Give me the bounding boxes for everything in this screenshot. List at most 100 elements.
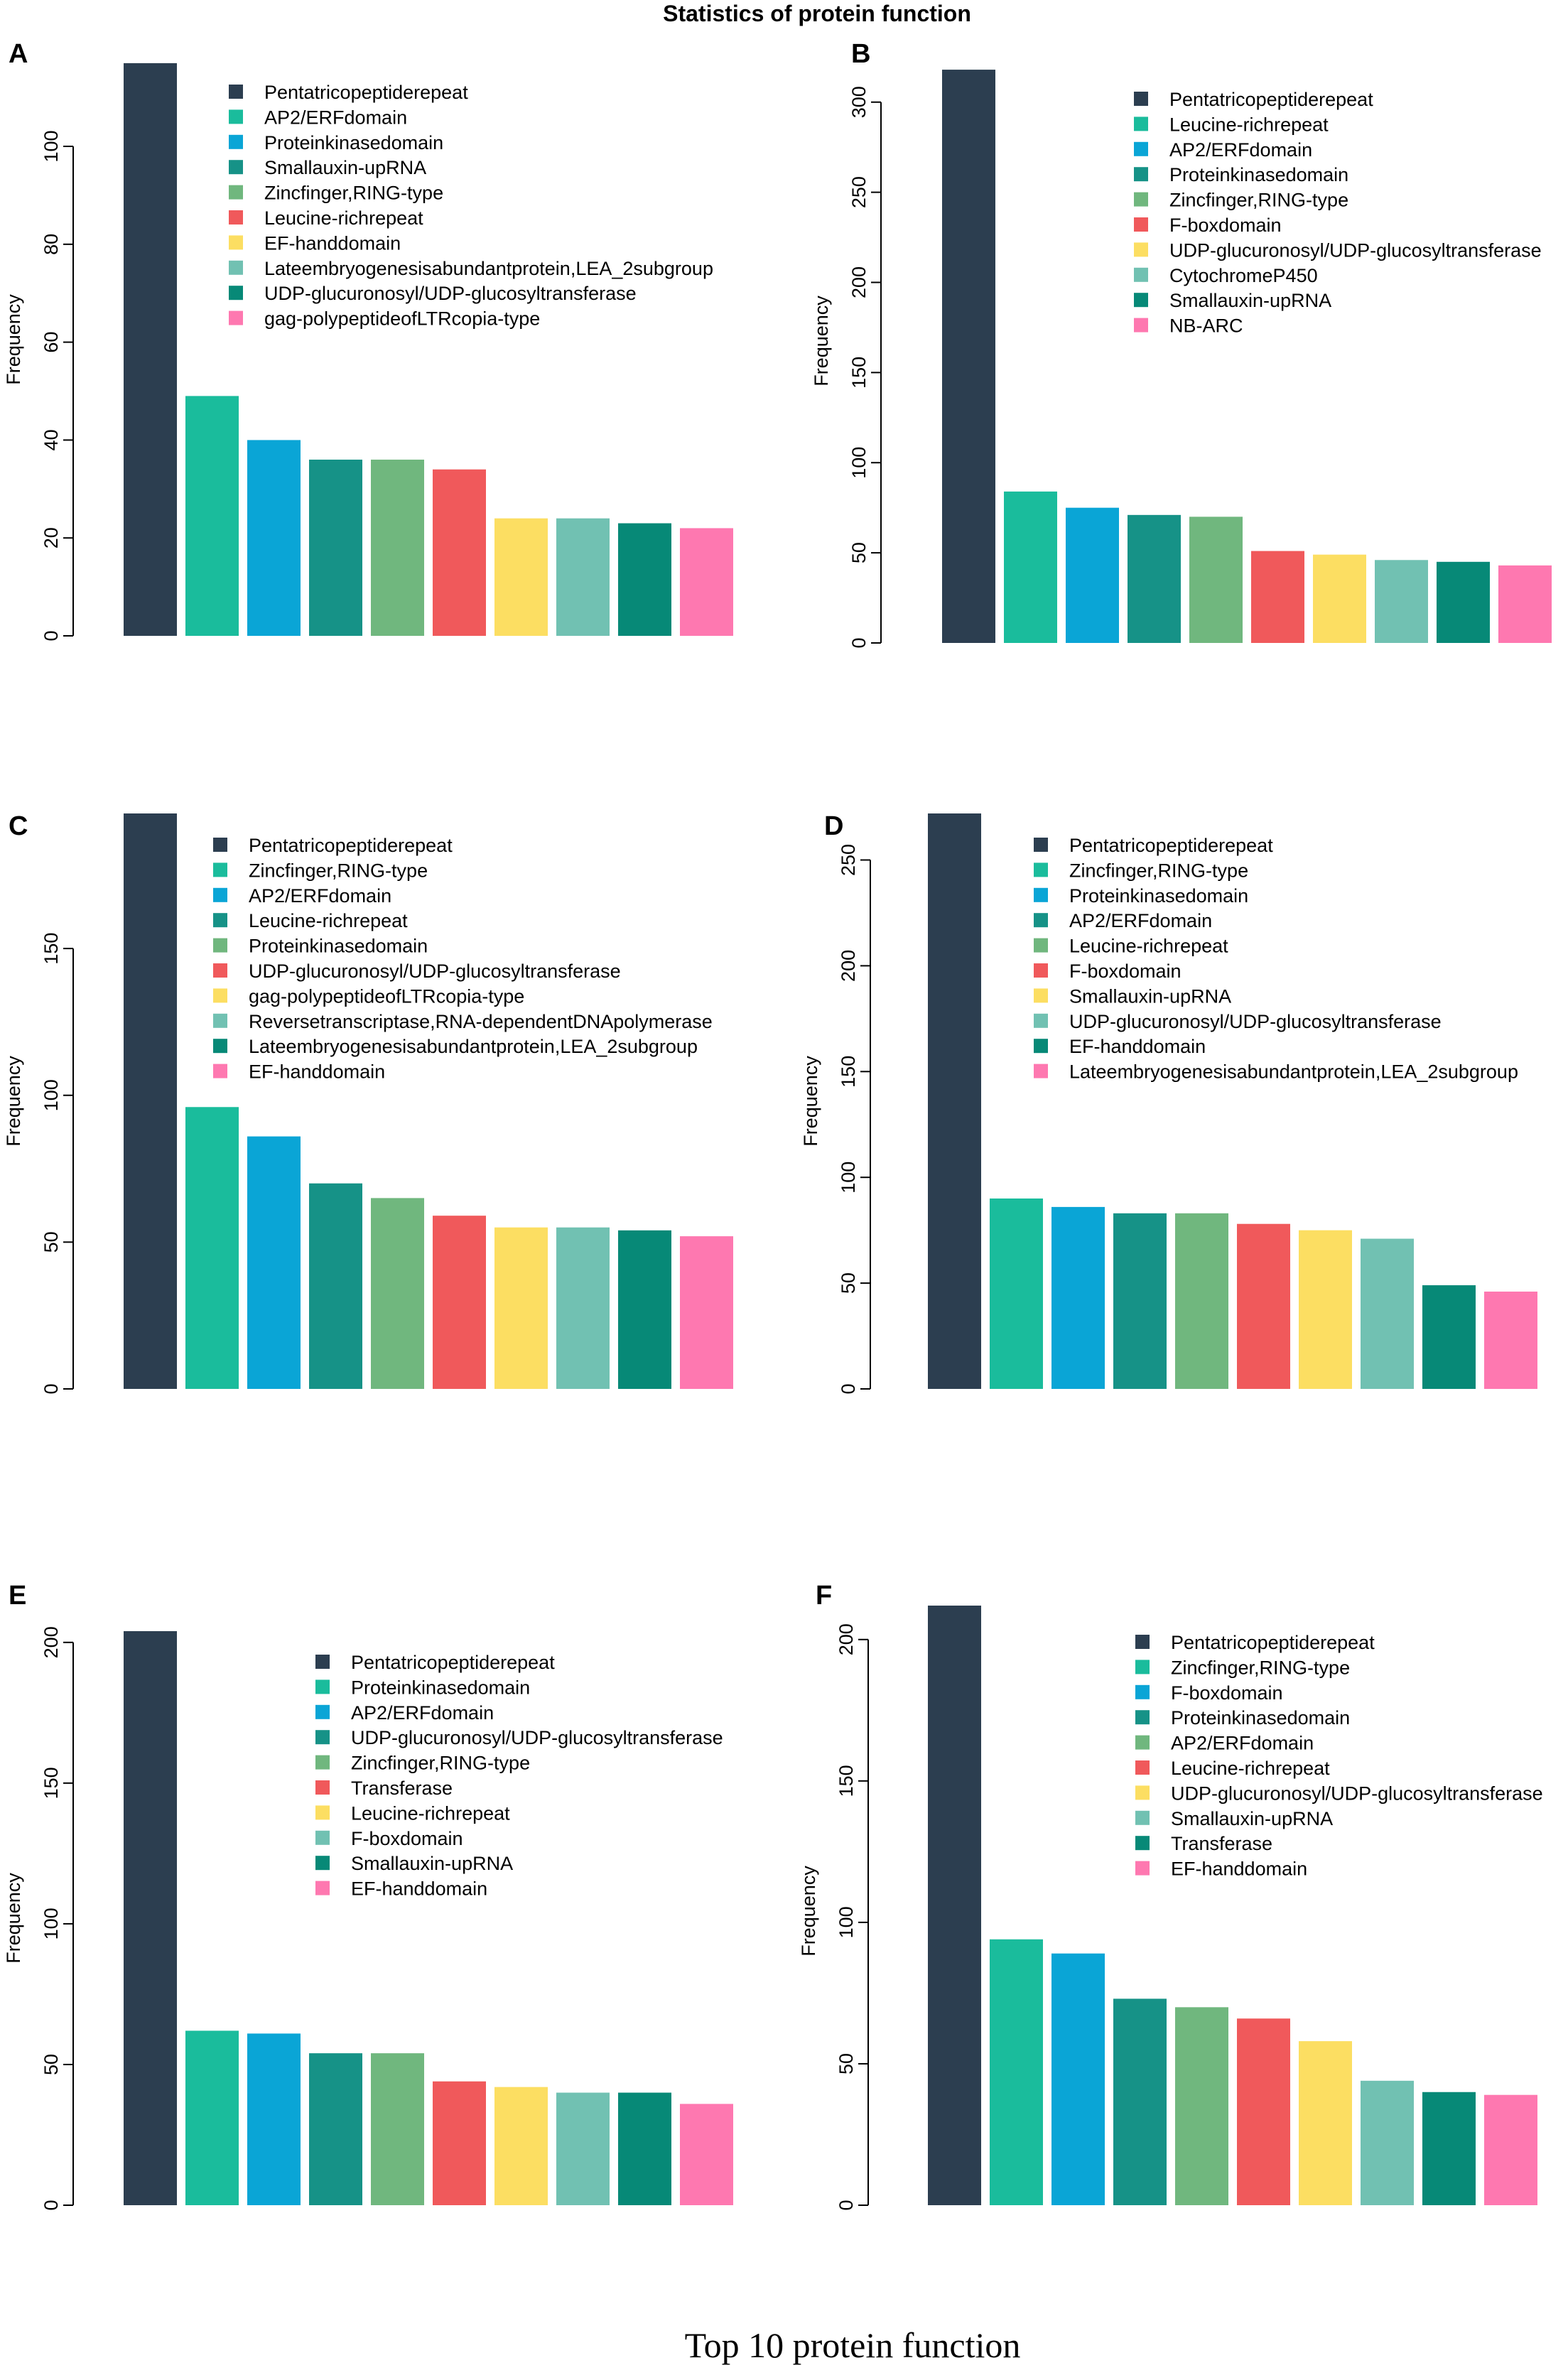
legend-label: gag-polypeptideofLTRcopia-type [249,985,524,1007]
legend-label: Zincfinger,RING-type [1069,860,1248,881]
legend-swatch [1034,1064,1048,1078]
panel-label: F [816,1581,832,1611]
legend-swatch [1135,1836,1150,1851]
bar-4 [309,459,362,636]
legend-label: Zincfinger,RING-type [249,860,428,881]
y-tick-label: 150 [838,1056,859,1088]
legend-label: F-boxdomain [1171,1682,1283,1704]
legend-label: EF-handdomain [351,1878,487,1900]
y-tick-label: 150 [40,1767,62,1799]
y-tick-label: 200 [848,266,870,298]
bar-5 [1175,2007,1228,2205]
legend-swatch [315,1655,330,1669]
y-tick-label: 300 [848,86,870,118]
bar-2 [185,1107,239,1389]
legend-swatch [1134,192,1148,207]
bar-1 [124,63,177,636]
y-axis-title: Frequency [800,1056,821,1147]
legend-swatch [229,210,243,224]
bar-8 [1361,1238,1414,1389]
y-tick-label: 100 [40,1908,62,1940]
legend-label: Transferase [351,1778,453,1799]
legend-swatch [229,286,243,301]
y-tick-label: 60 [40,332,62,353]
panel-f: F 0 50 100 150 200 Frequency Pentatricopeptider… [798,1581,1543,2211]
y-tick-label: 200 [838,950,859,982]
legend-swatch [1135,1861,1150,1876]
legend-label: AP2/ERFdomain [1171,1733,1314,1754]
legend-label: UDP-glucuronosyl/UDP-glucosyltransferase [1171,1782,1543,1804]
legend-label: UDP-glucuronosyl/UDP-glucosyltransferase [1069,1011,1442,1032]
legend-swatch [315,1755,330,1770]
y-tick-label: 100 [836,1906,857,1938]
legend-swatch [1134,92,1148,106]
bar-2 [990,1939,1043,2205]
bar-3 [1051,1953,1105,2205]
legend-label: Proteinkinasedomain [1069,885,1248,907]
bar-7 [1299,2041,1352,2205]
legend-label: F-boxdomain [1069,961,1182,982]
figure-caption: Top 10 protein function [685,2325,1021,2365]
panel-label: A [9,39,28,69]
legend-swatch [1034,988,1048,1003]
bar-9 [1422,2092,1476,2205]
legend-swatch [1135,1735,1150,1750]
bar-9 [1437,561,1490,643]
y-tick-label: 0 [40,630,62,641]
bar-5 [1175,1213,1228,1389]
legend-swatch [1034,862,1048,877]
bar-2 [1004,491,1057,643]
y-tick-label: 150 [836,1765,857,1797]
legend-swatch [1034,1013,1048,1028]
legend-label: Zincfinger,RING-type [1171,1657,1350,1678]
legend: Pentatricopeptiderepeat AP2/ERFdomain Prot… [229,82,713,330]
legend-swatch [315,1780,330,1795]
legend-label: Proteinkinasedomain [249,936,428,957]
y-tick-label: 100 [848,447,870,479]
legend-swatch [1135,1785,1150,1800]
legend-swatch [213,963,227,978]
legend-label: Proteinkinasedomain [351,1677,530,1698]
legend-swatch [1135,1684,1150,1699]
legend-label: AP2/ERFdomain [1169,139,1312,161]
legend-swatch [1134,242,1148,257]
legend-label: Proteinkinasedomain [1169,164,1348,185]
bar-8 [1375,560,1428,643]
legend-swatch [229,85,243,99]
y-tick-label: 0 [40,2200,62,2210]
panel-a: A 0 20 40 60 80 100 Frequency Pentatricopeptider… [3,39,733,642]
bar-2 [185,2030,239,2205]
y-tick-label: 0 [848,637,870,648]
bar-9 [1422,1285,1476,1389]
legend: Pentatricopeptiderepeat Zincfinger,RING-t… [213,835,713,1083]
y-tick-label: 0 [836,2200,857,2210]
panel-c: C 0 50 100 150 Frequency Pentatricopeptiderepe… [3,811,733,1395]
legend-swatch [315,1830,330,1845]
y-tick-label: 100 [838,1162,859,1194]
bar-2 [185,396,239,636]
legend-swatch [1034,838,1048,852]
legend-label: F-boxdomain [351,1828,463,1849]
legend-label: AP2/ERFdomain [264,107,407,128]
y-tick-label: 80 [40,234,62,255]
legend-label: Lateembryogenesisabundantprotein,LEA_2su… [1069,1061,1518,1083]
legend-label: NB-ARC [1169,315,1243,337]
legend-swatch [315,1881,330,1895]
legend-swatch [1135,1810,1150,1825]
y-axis-title: Frequency [3,1056,24,1147]
y-axis-title: Frequency [3,294,24,385]
bar-5 [371,2053,424,2205]
legend-swatch [1134,141,1148,156]
bar-5 [371,459,424,636]
y-tick-label: 40 [40,429,62,450]
bar-6 [1251,551,1304,643]
bar-8 [1361,2080,1414,2205]
panel-e: E 0 50 100 150 200 Frequency Pentatricopeptider… [3,1581,733,2211]
legend-label: Smallauxin-upRNA [1169,290,1331,311]
legend-label: Leucine-richrepeat [1069,936,1228,957]
legend-label: CytochromeP450 [1169,265,1318,286]
y-tick-label: 50 [836,2053,857,2074]
legend-swatch [213,838,227,852]
bar-6 [1237,1223,1290,1389]
bar-10 [1498,565,1552,643]
